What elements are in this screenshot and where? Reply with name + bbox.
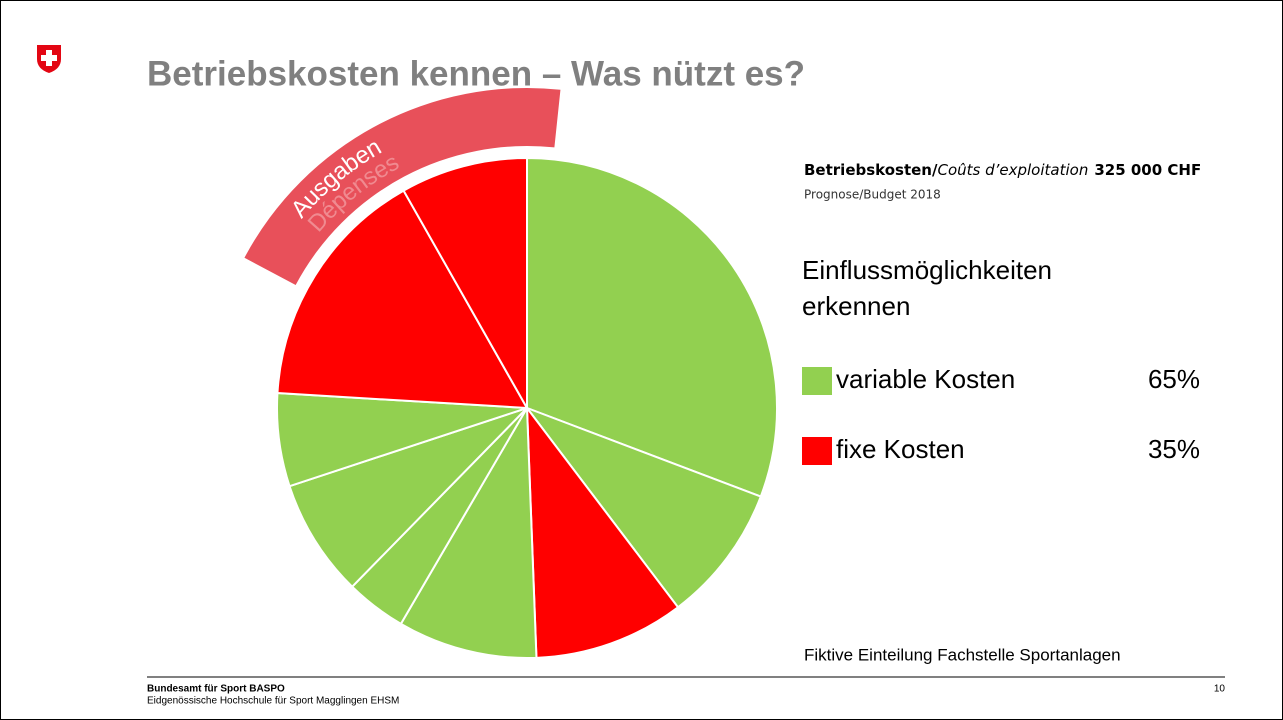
note: Fiktive Einteilung Fachstelle Sportanlag… bbox=[804, 645, 1121, 664]
info-line: Betriebskosten/Coûts d’exploitation 325 0… bbox=[804, 161, 1201, 179]
pie-slice bbox=[276, 189, 529, 410]
title: Betriebskosten kennen – Was nützt es? bbox=[147, 54, 805, 93]
heading: erkennen bbox=[802, 291, 910, 321]
footer-school: Eidgenössische Hochschule für Sport Magg… bbox=[147, 696, 399, 707]
legend-name: fixe Kosten bbox=[836, 434, 965, 464]
legend-swatch bbox=[802, 437, 832, 465]
legend-name: variable Kosten bbox=[836, 364, 1015, 394]
pie-slice bbox=[524, 405, 763, 609]
footer-org: Bundesamt für Sport BASPO bbox=[147, 684, 285, 695]
legend-value: 65% bbox=[1148, 364, 1200, 394]
page-number: 10 bbox=[1214, 684, 1226, 695]
legend-swatch bbox=[802, 367, 832, 395]
swiss-cross bbox=[41, 50, 57, 66]
pie-slice bbox=[402, 156, 528, 412]
pie-slice bbox=[526, 156, 778, 498]
pie-slice bbox=[288, 407, 528, 589]
arc-band bbox=[244, 88, 561, 285]
info-sub: Prognose/Budget 2018 bbox=[804, 188, 941, 202]
pie-slice bbox=[525, 404, 680, 659]
info-label-fr: Coûts d’exploitation bbox=[937, 161, 1088, 179]
info-amount: 325 000 CHF bbox=[1094, 161, 1201, 179]
pie-slice bbox=[399, 404, 538, 659]
heading: Einflussmöglichkeiten bbox=[802, 255, 1052, 285]
info-label: Betriebskosten/ bbox=[804, 161, 938, 179]
legend: variable Kosten 65% fixe Kosten 35% bbox=[802, 364, 1200, 465]
legend-value: 35% bbox=[1148, 434, 1200, 464]
